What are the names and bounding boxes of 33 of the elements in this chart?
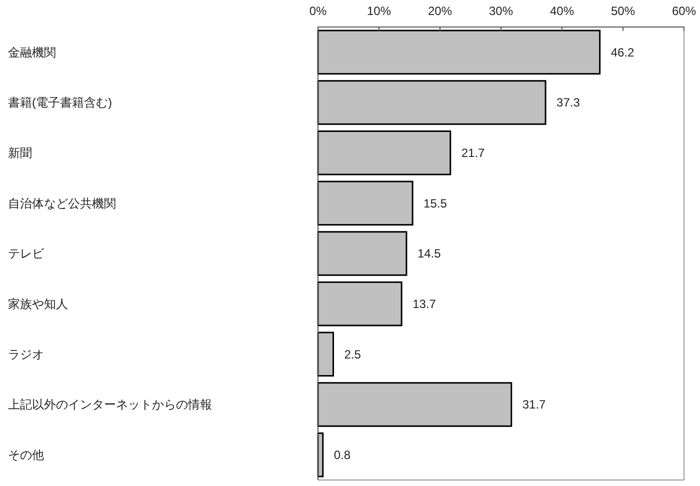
bar: [317, 130, 452, 176]
data-label: 21.7: [461, 146, 486, 160]
y-tick-label: 新聞: [8, 146, 32, 160]
y-tick-label: 家族や知人: [8, 297, 68, 312]
x2-tick-label: 20%: [428, 4, 452, 18]
bar: [317, 30, 601, 75]
data-label: 0.8: [334, 448, 351, 462]
x2-tick-label: 30%: [488, 4, 514, 18]
y-tick-label: その他: [8, 448, 44, 462]
data-label: 2.5: [344, 347, 362, 362]
bar: [317, 332, 334, 377]
bar: [317, 281, 402, 326]
x2-tick-label: 50%: [610, 4, 636, 18]
x2-tick-label: 40%: [550, 4, 574, 18]
y-tick-label: ラジオ: [8, 347, 44, 362]
bar: [317, 231, 408, 276]
y-tick-label: 書籍(電子書籍含む): [8, 96, 112, 110]
x2-tick-label: 10%: [366, 4, 392, 18]
y-tick-label: テレビ: [8, 246, 45, 261]
y-tick-label: 自治体など公共機関: [8, 196, 116, 210]
bar: [317, 80, 546, 125]
data-label: 15.5: [424, 196, 448, 210]
bar: [317, 180, 414, 226]
x2-tick-label: 60%: [672, 4, 696, 18]
data-label: 31.7: [522, 398, 546, 412]
y-tick-label: 金融機関: [8, 45, 56, 60]
bar: [317, 382, 512, 427]
data-label: 37.3: [556, 96, 580, 110]
data-label: 14.5: [417, 246, 442, 261]
y-tick-label: 上記以外のインターネットからの情報: [8, 398, 212, 412]
x2-tick-label: 0%: [309, 4, 327, 18]
data-label: 46.2: [610, 45, 634, 60]
data-label: 13.7: [412, 297, 436, 312]
